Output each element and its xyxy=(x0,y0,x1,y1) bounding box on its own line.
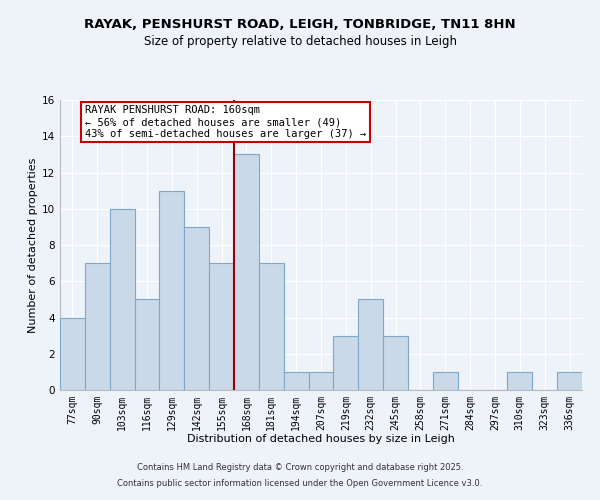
Bar xyxy=(234,154,259,390)
Y-axis label: Number of detached properties: Number of detached properties xyxy=(28,158,38,332)
Text: Contains HM Land Registry data © Crown copyright and database right 2025.: Contains HM Land Registry data © Crown c… xyxy=(137,464,463,472)
Bar xyxy=(334,336,358,390)
Text: Size of property relative to detached houses in Leigh: Size of property relative to detached ho… xyxy=(143,35,457,48)
Bar xyxy=(209,263,234,390)
Bar xyxy=(60,318,85,390)
Bar xyxy=(184,227,209,390)
Bar xyxy=(433,372,458,390)
Text: Contains public sector information licensed under the Open Government Licence v3: Contains public sector information licen… xyxy=(118,478,482,488)
Text: RAYAK PENSHURST ROAD: 160sqm
← 56% of detached houses are smaller (49)
43% of se: RAYAK PENSHURST ROAD: 160sqm ← 56% of de… xyxy=(85,106,366,138)
Bar xyxy=(259,263,284,390)
Bar xyxy=(308,372,334,390)
Bar xyxy=(383,336,408,390)
Bar xyxy=(160,190,184,390)
X-axis label: Distribution of detached houses by size in Leigh: Distribution of detached houses by size … xyxy=(187,434,455,444)
Bar xyxy=(134,300,160,390)
Bar xyxy=(508,372,532,390)
Bar xyxy=(110,209,134,390)
Text: RAYAK, PENSHURST ROAD, LEIGH, TONBRIDGE, TN11 8HN: RAYAK, PENSHURST ROAD, LEIGH, TONBRIDGE,… xyxy=(84,18,516,30)
Bar xyxy=(557,372,582,390)
Bar xyxy=(85,263,110,390)
Bar xyxy=(358,300,383,390)
Bar xyxy=(284,372,308,390)
